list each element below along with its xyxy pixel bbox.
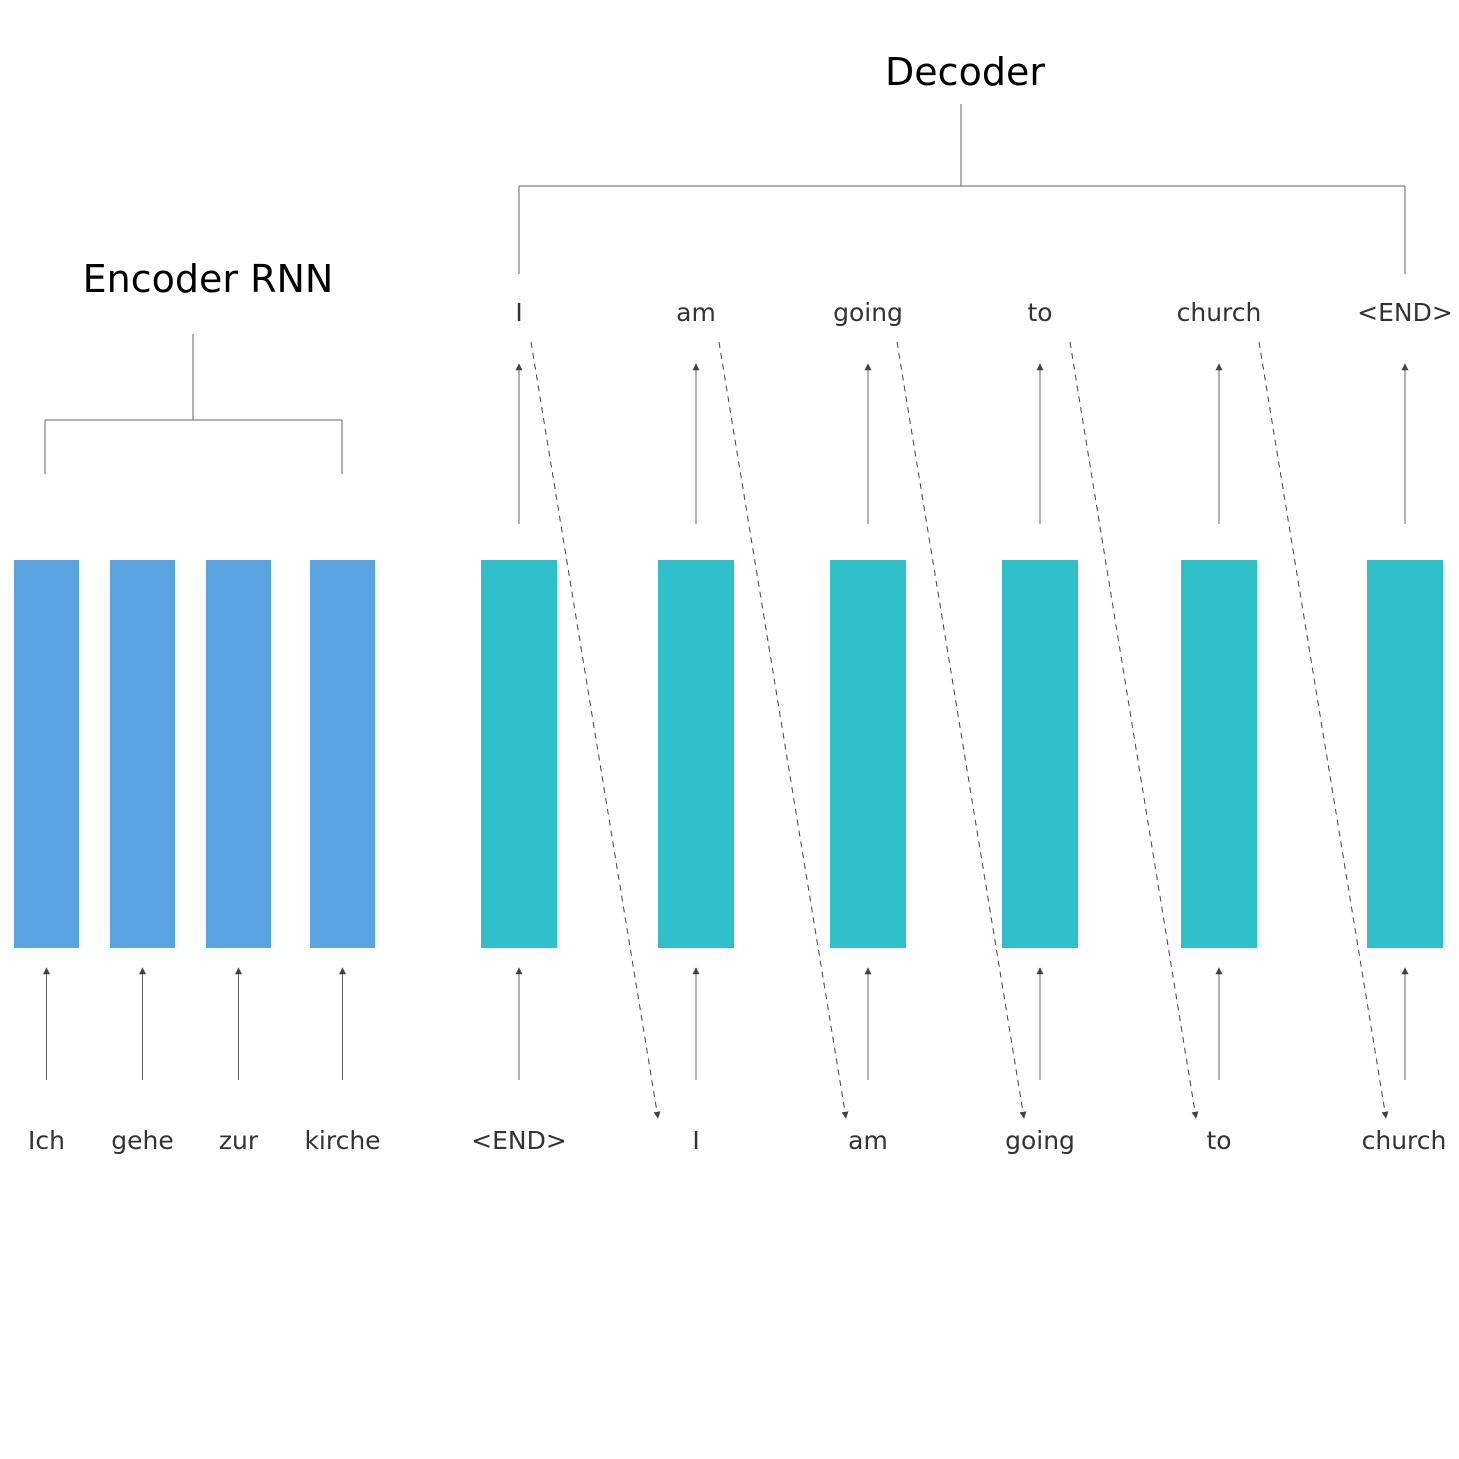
encoder-input-word-2: zur: [219, 1126, 259, 1155]
decoder-cell-3: [1002, 560, 1078, 948]
encoder-input-word-3: kirche: [304, 1126, 380, 1155]
encoder-cell-0: [14, 560, 79, 948]
decoder-input-word-3: going: [1005, 1126, 1075, 1155]
encoder-input-word-1: gehe: [111, 1126, 173, 1155]
decoder-cell-1: [658, 560, 734, 948]
feedback-arrow-4: [1258, 341, 1389, 1119]
encoder-input-word-0: Ich: [28, 1126, 65, 1155]
decoder-cell-5: [1367, 560, 1443, 948]
feedback-arrow-1: [718, 341, 849, 1119]
decoder-bracket: [518, 104, 1406, 274]
decoder-output-word-2: going: [833, 298, 903, 327]
encoder-group: Ich gehe zur kirche: [14, 560, 381, 1155]
decoder-output-word-0: I: [515, 298, 522, 327]
decoder-output-word-5: <END>: [1357, 298, 1453, 327]
encoder-bracket: [44, 334, 343, 474]
encoder-cell-2: [206, 560, 271, 948]
encoder-cell-3: [310, 560, 375, 948]
decoder-input-word-2: am: [848, 1126, 888, 1155]
decoder-title: Decoder: [885, 50, 1045, 94]
decoder-cell-4: [1181, 560, 1257, 948]
decoder-output-word-4: church: [1177, 298, 1262, 327]
feedback-arrow-3: [1069, 341, 1199, 1119]
decoder-input-word-0: <END>: [471, 1126, 567, 1155]
decoder-input-word-5: church: [1362, 1126, 1447, 1155]
encoder-title: Encoder RNN: [83, 257, 334, 301]
decoder-output-word-1: am: [676, 298, 716, 327]
decoder-input-word-1: I: [692, 1126, 699, 1155]
decoder-input-word-4: to: [1206, 1126, 1231, 1155]
decoder-output-word-3: to: [1027, 298, 1052, 327]
encoder-cell-1: [110, 560, 175, 948]
decoder-cell-2: [830, 560, 906, 948]
decoder-cell-0: [481, 560, 557, 948]
